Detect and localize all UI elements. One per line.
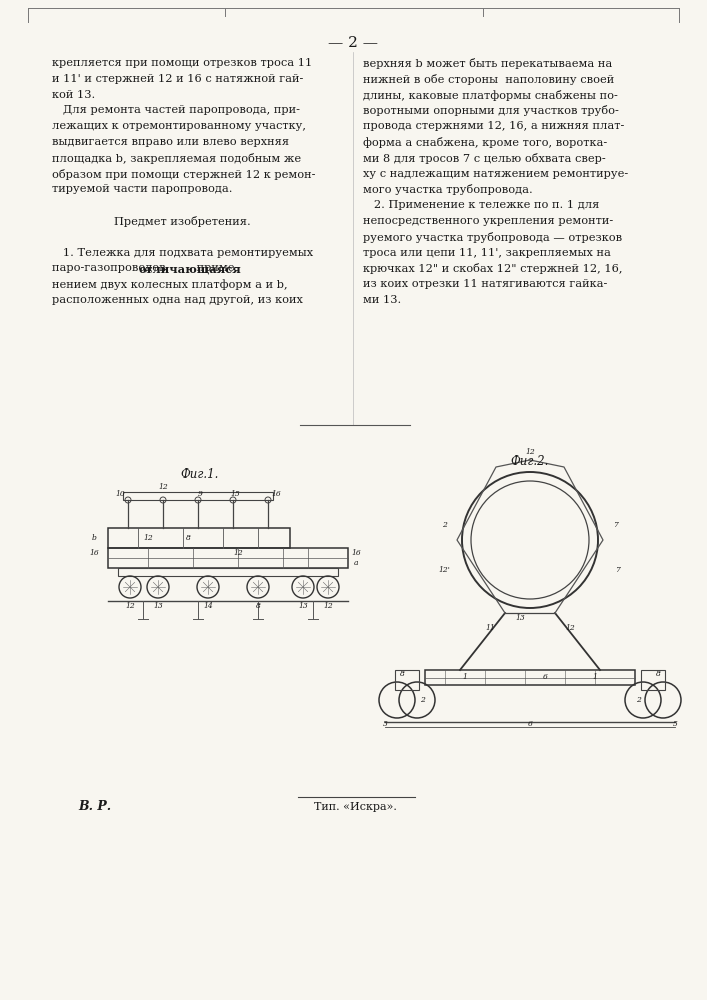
Text: из коих отрезки 11 натягиваются гайка-: из коих отрезки 11 натягиваются гайка-	[363, 279, 607, 289]
Text: 6: 6	[542, 673, 547, 681]
Text: 15: 15	[230, 490, 240, 498]
Text: руемого участка трубопровода — отрезков: руемого участка трубопровода — отрезков	[363, 232, 622, 243]
Bar	[641, 670, 665, 690]
Text: — 2 —: — 2 —	[328, 36, 378, 50]
Text: 2: 2	[636, 696, 641, 704]
Text: 13: 13	[515, 614, 525, 622]
Text: троса или цепи 11, 11', закрепляемых на: троса или цепи 11, 11', закрепляемых на	[363, 248, 611, 258]
Text: 2: 2	[442, 521, 446, 529]
Text: 12: 12	[158, 483, 168, 491]
Text: воротными опорными для участков трубо-: воротными опорными для участков трубо-	[363, 105, 619, 116]
Text: 8: 8	[185, 534, 190, 542]
Text: 8: 8	[255, 602, 260, 610]
Text: крепляется при помощи отрезков троса 11: крепляется при помощи отрезков троса 11	[52, 58, 312, 68]
Text: 7: 7	[614, 521, 619, 529]
Text: 1: 1	[462, 673, 467, 681]
Bar	[108, 548, 348, 568]
Text: 2. Применение к тележке по п. 1 для: 2. Применение к тележке по п. 1 для	[363, 200, 600, 210]
Text: крючках 12" и скобах 12" стержней 12, 16,: крючках 12" и скобах 12" стержней 12, 16…	[363, 263, 622, 274]
Text: 12: 12	[323, 602, 333, 610]
Text: 16: 16	[271, 490, 281, 498]
Text: образом при помощи стержней 12 к ремон-: образом при помощи стержней 12 к ремон-	[52, 169, 315, 180]
Bar	[395, 670, 419, 690]
Text: Тип. «Искра».: Тип. «Искра».	[314, 802, 397, 812]
Text: Для ремонта частей паропровода, при-: Для ремонта частей паропровода, при-	[52, 105, 300, 115]
Text: 1. Тележка для подхвата ремонтируемых: 1. Тележка для подхвата ремонтируемых	[52, 248, 313, 258]
Text: Предмет изобретения.: Предмет изобретения.	[114, 216, 250, 227]
Text: 12: 12	[525, 448, 535, 456]
Text: 6: 6	[527, 720, 532, 728]
Bar	[123, 492, 273, 500]
Text: площадка b, закрепляемая подобным же: площадка b, закрепляемая подобным же	[52, 153, 301, 164]
Text: верхняя b может быть перекатываема на: верхняя b может быть перекатываема на	[363, 58, 612, 69]
Text: нижней в обе стороны  наполовину своей: нижней в обе стороны наполовину своей	[363, 74, 614, 85]
Text: Фиг.2.: Фиг.2.	[511, 455, 549, 468]
Text: 12: 12	[233, 549, 243, 557]
Text: 2: 2	[419, 696, 424, 704]
Text: 16: 16	[89, 549, 99, 557]
Text: кой 13.: кой 13.	[52, 90, 95, 100]
Text: лежащих к отремонтированному участку,: лежащих к отремонтированному участку,	[52, 121, 306, 131]
Text: 12: 12	[565, 624, 575, 632]
Text: 12': 12'	[438, 566, 450, 574]
Text: 14: 14	[203, 602, 213, 610]
Bar	[118, 568, 338, 576]
Text: 7: 7	[616, 566, 621, 574]
Text: 12: 12	[143, 534, 153, 542]
Bar	[108, 528, 290, 548]
Text: и 11' и стержней 12 и 16 с натяжной гай-: и 11' и стержней 12 и 16 с натяжной гай-	[52, 74, 303, 84]
Text: отличающаяся: отличающаяся	[139, 263, 241, 274]
Text: 16: 16	[351, 549, 361, 557]
Text: длины, каковые платформы снабжены по-: длины, каковые платформы снабжены по-	[363, 90, 618, 101]
Text: 5: 5	[672, 720, 677, 728]
Text: нением двух колесных платформ a и b,: нением двух колесных платформ a и b,	[52, 279, 288, 290]
Text: 1: 1	[592, 673, 597, 681]
Text: b: b	[92, 534, 96, 542]
Text: 9: 9	[197, 490, 202, 498]
Text: 12: 12	[125, 602, 135, 610]
Text: 10: 10	[115, 490, 125, 498]
Text: Фиг.1.: Фиг.1.	[181, 468, 219, 481]
Text: непосредственного укрепления ремонти-: непосредственного укрепления ремонти-	[363, 216, 613, 226]
Text: паро-газопроводов,: паро-газопроводов,	[52, 263, 173, 273]
Text: мого участка трубопровода.: мого участка трубопровода.	[363, 184, 533, 195]
Text: приме-: приме-	[193, 263, 238, 273]
Text: тируемой части паропровода.: тируемой части паропровода.	[52, 184, 233, 194]
Text: 13: 13	[153, 602, 163, 610]
Text: ху с надлежащим натяжением ремонтируе-: ху с надлежащим натяжением ремонтируе-	[363, 169, 629, 179]
Text: В. Р.: В. Р.	[78, 800, 111, 813]
Text: 8: 8	[655, 670, 660, 678]
Text: 5: 5	[382, 720, 387, 728]
Text: 13: 13	[298, 602, 308, 610]
Text: форма a снабжена, кроме того, воротка-: форма a снабжена, кроме того, воротка-	[363, 137, 607, 148]
Text: расположенных одна над другой, из коих: расположенных одна над другой, из коих	[52, 295, 303, 305]
Text: 11: 11	[485, 624, 495, 632]
Text: 8: 8	[399, 670, 404, 678]
Text: ми 13.: ми 13.	[363, 295, 402, 305]
Text: выдвигается вправо или влево верхняя: выдвигается вправо или влево верхняя	[52, 137, 289, 147]
Bar	[425, 670, 635, 685]
Text: a: a	[354, 559, 358, 567]
Text: провода стержнями 12, 16, а нижняя плат-: провода стержнями 12, 16, а нижняя плат-	[363, 121, 624, 131]
Text: ми 8 для тросов 7 с целью обхвата свер-: ми 8 для тросов 7 с целью обхвата свер-	[363, 153, 606, 164]
